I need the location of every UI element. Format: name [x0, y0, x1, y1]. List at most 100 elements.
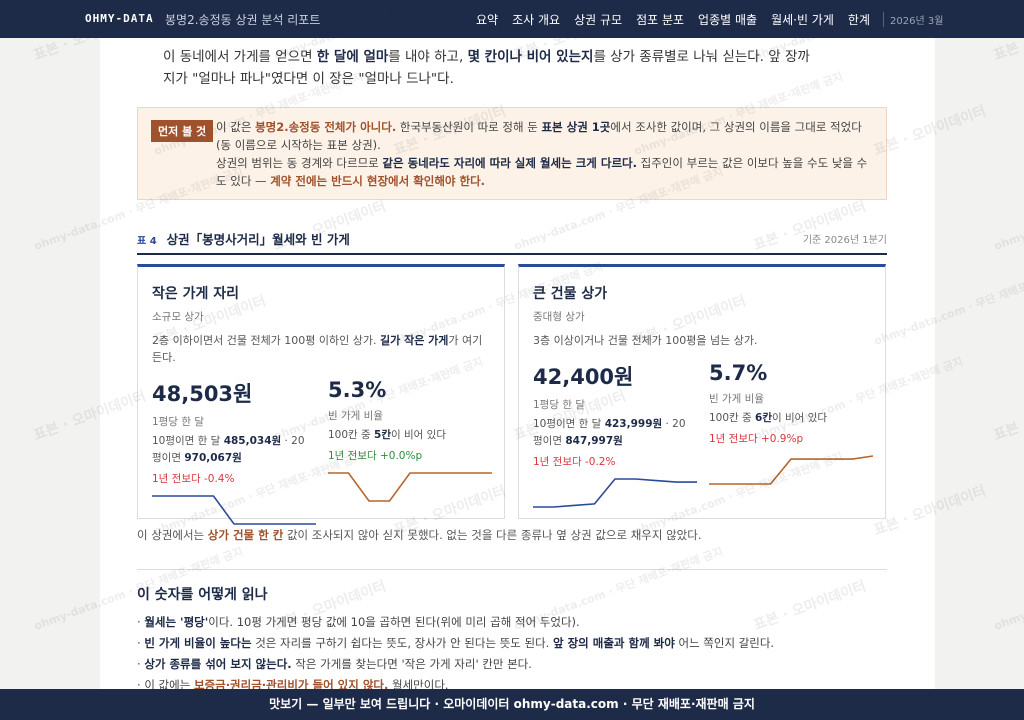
text-bold: 표본 상권 1곳	[541, 120, 611, 134]
metric-label: 1평당 한 달	[533, 399, 585, 411]
text: 에서 조사한 값이며, 그 상권의 이름을 그대로 적었다(동 이름으로 시작하…	[216, 120, 862, 152]
sparkline-line	[533, 478, 697, 508]
text: 이 값은	[216, 120, 256, 134]
report-title: 봉명2.송정동 상권 분석 리포트	[165, 13, 321, 27]
text: 상권의 범위는 동 경계와 다르므로	[216, 156, 383, 170]
sparkline-line	[152, 495, 316, 525]
text-bold: 같은 동네라도 자리에 따라 실제 월세는 크게 다르다.	[382, 156, 637, 170]
report-date: 2026년 3월	[883, 12, 943, 27]
text: 이 상권에서는	[137, 528, 208, 542]
table-basis: 기준 2026년 1분기	[802, 235, 887, 246]
watermark: 표본 · 오마이데이터	[991, 387, 1024, 443]
bullet: · 빈 가게 비율이 높다는 것은 자리를 구하기 쉽다는 뜻도, 장사가 안 …	[137, 636, 775, 650]
metric-label: 빈 가게 비율	[328, 410, 383, 422]
intro: 이 동네에서 가게를 얻으면 한 달에 얼마를 내야 하고, 몇 칸이나 비어 …	[163, 46, 813, 90]
bullets: · 월세는 '평당'이다. 10평 가게면 평당 값에 10을 곱하면 된다(위…	[137, 612, 897, 696]
text: · 20평이면	[533, 418, 686, 447]
bullet: · 상가 종류를 섞어 보지 않는다. 작은 가게를 찾는다면 '작은 가게 자…	[137, 657, 532, 671]
text: 100칸 중	[709, 412, 756, 424]
metric-note: 100칸 중 6칸이 비어 있다	[709, 410, 871, 427]
metric-change: 1년 전보다 +0.0%p	[328, 450, 423, 462]
text: 집주인이 부르는 값은 이보다 높을 수도 낮을 수도 있다 —	[216, 156, 868, 188]
card: 큰 건물 상가 중대형 상가 3층 이상이거나 건물 전체가 100평을 넘는 상가…	[518, 264, 886, 519]
card-title: 큰 건물 상가	[533, 286, 608, 302]
nav-item[interactable]: 상권 규모	[574, 13, 623, 27]
text: 를 내야 하고,	[388, 49, 468, 65]
text-bold: 847,997원	[565, 435, 623, 447]
card: 작은 가게 자리 소규모 상가 2층 이하이면서 건물 전체가 100평 이하인 상…	[137, 264, 505, 525]
text: 어느 쪽인지 갈린다.	[674, 636, 775, 650]
sparkline	[152, 495, 316, 525]
bullet: · 월세는 '평당'이다. 10평 가게면 평당 값에 10을 곱하면 된다(위…	[137, 615, 580, 629]
card-subtitle: 소규모 상가	[152, 311, 204, 323]
nav-item[interactable]: 점포 분포	[636, 13, 685, 27]
text-bold: 월세는 '평당'	[144, 615, 209, 629]
sparkline	[709, 455, 873, 485]
text: 10평이면 한 달	[152, 435, 224, 447]
metric-label: 1평당 한 달	[152, 416, 204, 428]
notice-box: 먼저 볼 것 이 값은 봉명2.송정동 전체가 아니다. 한국부동산원이 따로 …	[137, 107, 887, 200]
text: 를 상가 종류별로 나눠 싣는다. 앞 장까지가 "얼마나 파나"였다면 이 장…	[163, 49, 810, 87]
table-title: 상권「봉명사거리」월세와 빈 가게	[166, 232, 350, 247]
metric-change: 1년 전보다 -0.2%	[533, 456, 616, 468]
text: · 20평이면	[152, 435, 305, 464]
text: 한국부동산원이 따로 정해 둔	[396, 120, 542, 134]
metric-change: 1년 전보다 -0.4%	[152, 473, 235, 485]
notice-body: 이 값은 봉명2.송정동 전체가 아니다. 한국부동산원이 따로 정해 둔 표본…	[216, 118, 876, 190]
text: 2층 이하이면서 건물 전체가 100평 이하인 상가.	[152, 334, 381, 347]
metric-note: 100칸 중 5칸이 비어 있다	[328, 427, 490, 444]
text: 작은 가게를 찾는다면 '작은 가게 자리' 칸만 본다.	[291, 657, 532, 671]
nav-item[interactable]: 한계	[847, 13, 870, 27]
table-header: 표 4 상권「봉명사거리」월세와 빈 가게 기준 2026년 1분기	[137, 229, 887, 255]
metric: 5.7% 빈 가게 비율 100칸 중 6칸이 비어 있다 1년 전보다 +0.9%p	[709, 361, 873, 511]
text: 것은 자리를 구하기 쉽다는 뜻도, 장사가 안 된다는 뜻도 된다.	[251, 636, 553, 650]
notice-line: 이 값은 봉명2.송정동 전체가 아니다. 한국부동산원이 따로 정해 둔 표본…	[216, 118, 876, 154]
table-label: 표 4	[137, 236, 157, 247]
text-bold: 빈 가게 비율이 높다는	[144, 636, 252, 650]
text: 표	[137, 236, 147, 247]
section-title: 이 숫자를 어떻게 읽나	[137, 587, 268, 603]
watermark: ohmy-data.com · 무단 재배포·재판매 금지	[992, 544, 1024, 633]
sparkline	[328, 472, 492, 502]
top-nav: OHMY-DATA 봉명2.송정동 상권 분석 리포트 요약 조사 개요 상권 규모…	[0, 0, 1024, 38]
notice-label: 먼저 볼 것	[151, 120, 214, 142]
text: 값이 조사되지 않아 싣지 못했다. 없는 것을 다른 종류나 옆 상권 값으로…	[283, 528, 702, 542]
text-bold: 몇 칸이나 비어 있는지	[467, 49, 594, 65]
divider	[137, 569, 887, 570]
nav-item[interactable]: 월세·빈 가게	[771, 13, 834, 27]
text: 이 동네에서 가게를 얻으면	[163, 49, 317, 65]
metric-label: 빈 가게 비율	[709, 393, 764, 405]
card-description: 2층 이하이면서 건물 전체가 100평 이하인 상가. 길가 작은 가게가 여…	[152, 332, 490, 366]
text-bold: 한 달에 얼마	[316, 49, 389, 65]
nav-items: 요약 조사 개요 상권 규모 점포 분포 업종별 매출 월세·빈 가게 한계	[476, 11, 870, 28]
metric-note: 10평이면 한 달 423,999원 · 20평이면 847,997원	[533, 416, 695, 450]
sparkline-line	[328, 472, 492, 502]
metric-value: 42,400원	[533, 365, 634, 389]
metric-value: 5.3%	[328, 378, 387, 402]
text-bold: 6칸	[755, 412, 773, 424]
metric-note: 10평이면 한 달 485,034원 · 20평이면 970,067원	[152, 433, 314, 467]
nav-item[interactable]: 조사 개요	[512, 13, 561, 27]
card-metrics: 48,503원 1평당 한 달 10평이면 한 달 485,034원 · 20평이면…	[152, 378, 492, 528]
sparkline-line	[709, 455, 873, 485]
text-bold: 485,034원	[223, 435, 282, 447]
text: 이 비어 있다	[391, 429, 446, 441]
watermark: ohmy-data.com · 무단 재배포·재판매 금지	[992, 164, 1024, 253]
text-bold: 5칸	[374, 429, 392, 441]
text: 이다. 10평 가게면 평당 값에 10을 곱하면 된다(위에 미리 곱해 적어…	[208, 615, 580, 629]
text: 4	[149, 236, 157, 247]
nav-item[interactable]: 업종별 매출	[698, 13, 758, 27]
brand[interactable]: OHMY-DATA	[85, 12, 154, 25]
nav-item[interactable]: 요약	[476, 13, 499, 27]
text-bold: 앞 장의 매출과 함께 봐야	[553, 636, 675, 650]
notice-line: 상권의 범위는 동 경계와 다르므로 같은 동네라도 자리에 따라 실제 월세는…	[216, 154, 876, 190]
metric: 42,400원 1평당 한 달 10평이면 한 달 423,999원 · 20평이면…	[533, 361, 697, 511]
metric: 5.3% 빈 가게 비율 100칸 중 5칸이 비어 있다 1년 전보다 +0.0%p	[328, 378, 492, 528]
text: 월세만이다.	[388, 678, 449, 692]
text: 이 값에는	[144, 678, 194, 692]
text-accent: 상가 건물 한 칸	[207, 528, 284, 542]
card-description: 3층 이상이거나 건물 전체가 100평을 넘는 상가.	[533, 332, 871, 349]
sparkline	[533, 478, 697, 508]
footer: 맛보기 — 일부만 보여 드립니다 · 오마이데이터 ohmy-data.com…	[0, 689, 1024, 720]
